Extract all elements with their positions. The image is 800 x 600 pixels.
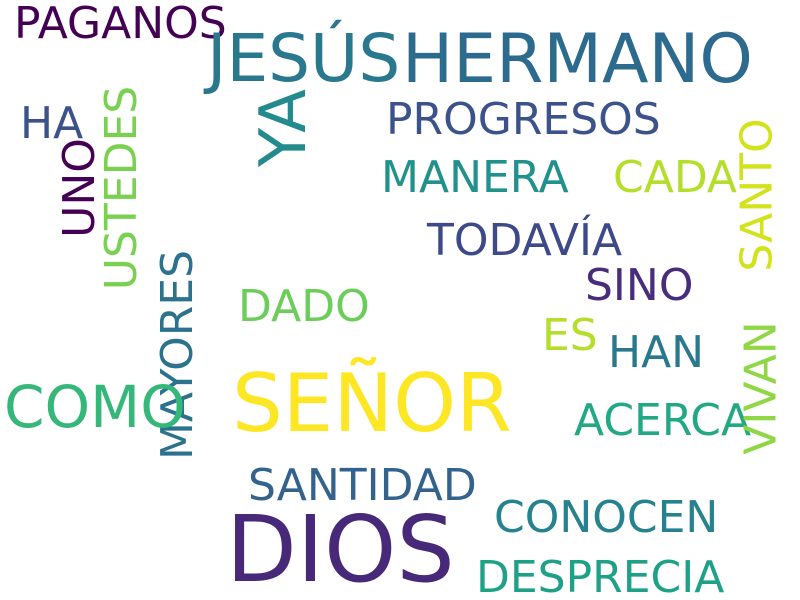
word-como: COMO xyxy=(4,373,186,441)
word-hermano: HERMANO xyxy=(402,20,753,99)
word-acerca: ACERCA xyxy=(574,395,752,446)
word-sino: SINO xyxy=(585,260,694,311)
word-cada: CADA xyxy=(613,152,738,203)
word-vivan: VIVAN xyxy=(735,321,787,455)
word-paganos: PAGANOS xyxy=(14,0,227,49)
word-manera: MANERA xyxy=(381,152,569,203)
word-senor: SEÑOR xyxy=(232,357,512,450)
word-dado: DADO xyxy=(238,281,370,332)
word-desprecia: DESPRECIA xyxy=(476,552,725,600)
word-ustedes: USTEDES xyxy=(96,85,148,291)
word-santidad: SANTIDAD xyxy=(248,460,477,511)
word-santo: SANTO xyxy=(731,118,783,272)
word-ha: HA xyxy=(20,98,84,149)
word-progresos: PROGRESOS xyxy=(386,94,661,145)
word-es: ES xyxy=(542,310,598,361)
word-dios: DIOS xyxy=(226,496,455,600)
word-todavia: TODAVÍA xyxy=(427,215,623,266)
word-ya: YA xyxy=(246,89,321,167)
word-jesus: JESÚS xyxy=(207,20,401,97)
word-conocen: CONOCEN xyxy=(494,492,719,543)
word-uno: UNO xyxy=(53,138,105,238)
word-han: HAN xyxy=(608,327,705,378)
